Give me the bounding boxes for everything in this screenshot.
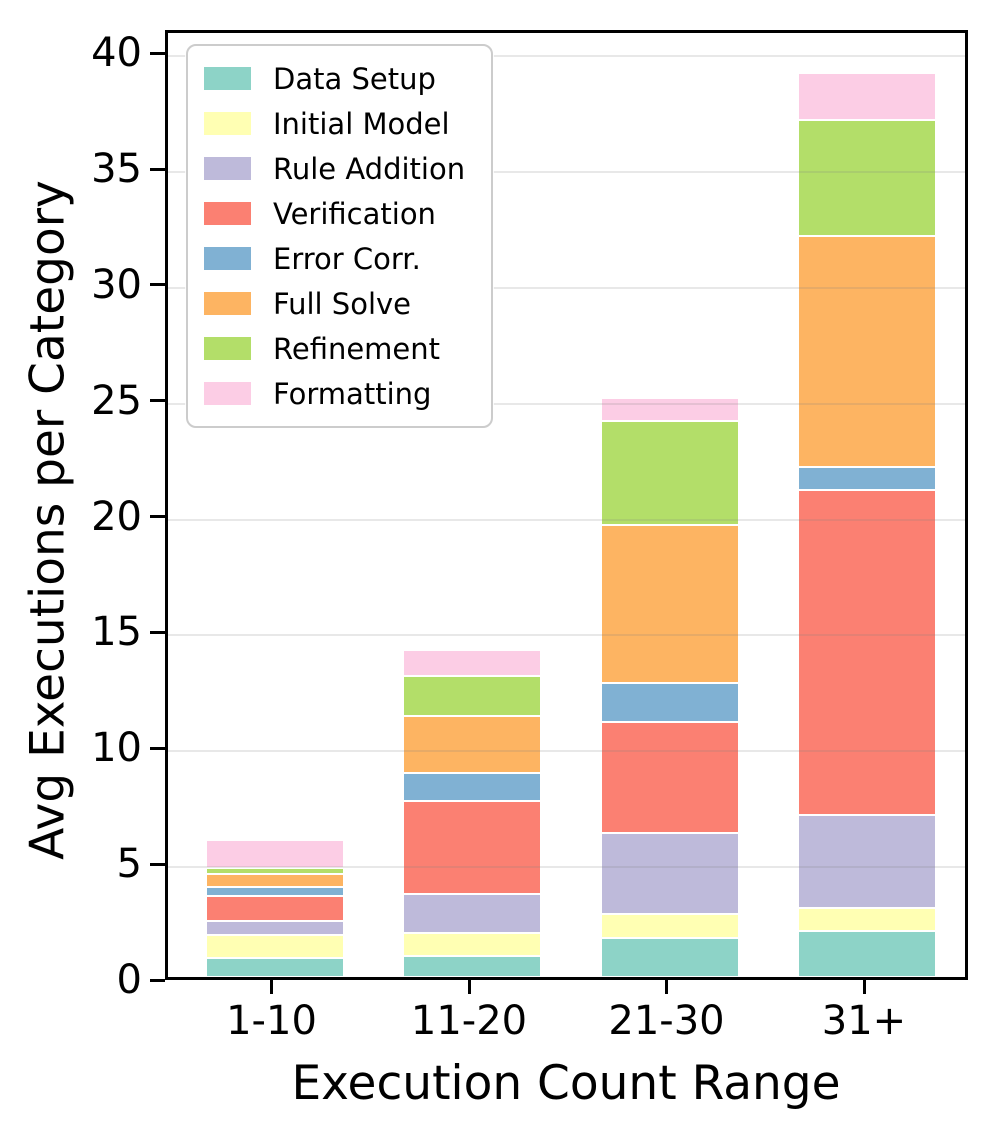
bar-segment-31+-data-setup [798,930,936,977]
bar-segment-21-30-rule-addition [600,833,739,915]
bar-segment-1-10-formatting [205,840,344,869]
legend-entry-verification: Verification [204,196,465,231]
legend-entry-initial-model: Initial Model [204,106,465,141]
y-tick-label-25: 25 [91,377,142,424]
bar-segment-1-10-verification [205,895,344,922]
bar-segment-11-20-rule-addition [403,893,541,933]
bar-segment-1-10-data-setup [205,958,344,977]
bar-segment-31+-formatting [798,73,936,120]
bar-segment-21-30-data-setup [600,937,739,977]
legend: Data Setup Initial Model Rule Addition Veri… [186,44,494,428]
legend-label: Full Solve [273,286,412,321]
bar-segment-31+-error-corr- [798,467,936,491]
bar-segment-11-20-refinement [403,675,541,717]
legend-swatch-icon [204,202,251,225]
legend-label: Initial Model [273,106,450,141]
x-tick-label-1-10: 1-10 [226,998,317,1044]
gridline-5 [168,866,965,869]
bar-segment-31+-verification [798,490,936,815]
legend-entry-error-corr-: Error Corr. [204,241,465,276]
bar-segment-11-20-data-setup [403,956,541,977]
bar-segment-1-10-full-solve [205,873,344,887]
y-tick-mark-10 [150,746,165,750]
legend-swatch-icon [204,292,251,315]
bar-segment-21-30-initial-model [600,914,739,938]
legend-swatch-icon [204,67,251,90]
x-axis-label: Execution Count Range [291,1056,841,1111]
gridline-35 [168,171,965,174]
legend-entry-data-setup: Data Setup [204,61,465,96]
plot-area: Data Setup Initial Model Rule Addition Veri… [165,30,968,980]
y-tick-label-40: 40 [91,30,142,77]
legend-swatch-icon [204,157,251,180]
legend-label: Data Setup [273,61,436,96]
y-tick-label-20: 20 [91,493,142,540]
legend-entry-formatting: Formatting [204,376,465,411]
legend-entry-rule-addition: Rule Addition [204,151,466,186]
bar-segment-31+-initial-model [798,907,936,931]
legend-label: Error Corr. [273,241,421,276]
bar-segment-1-10-refinement [205,868,344,874]
y-tick-mark-30 [150,283,165,287]
x-tick-mark-1-10 [270,980,273,994]
x-tick-label-21-30: 21-30 [608,998,725,1044]
x-tick-label-31+: 31+ [821,998,907,1044]
bar-segment-11-20-verification [403,800,541,894]
y-tick-label-30: 30 [91,261,142,308]
legend-swatch-icon [204,112,251,135]
legend-swatch-icon [204,382,251,405]
legend-label: Verification [273,196,436,231]
legend-entry-full-solve: Full Solve [204,286,465,321]
bar-segment-21-30-verification [600,722,739,834]
legend-label: Refinement [273,331,441,366]
y-tick-label-0: 0 [116,957,142,1003]
y-tick-mark-40 [150,51,165,55]
bar-segment-21-30-refinement [600,420,739,526]
x-tick-mark-11-20 [467,980,471,994]
y-axis-label: Avg Executions per Category [20,180,76,860]
x-tick-mark-21-30 [665,980,668,994]
legend-entry-refinement: Refinement [204,331,465,366]
legend-label: Formatting [273,376,432,411]
bar-segment-11-20-formatting [403,650,541,676]
bar-segment-21-30-error-corr- [600,682,739,723]
bar-segment-11-20-error-corr- [403,773,541,801]
bar-segment-11-20-initial-model [403,933,541,957]
legend-label: Rule Addition [273,151,466,186]
y-tick-label-35: 35 [91,146,142,193]
y-tick-mark-5 [150,862,165,866]
x-tick-mark-31+ [862,980,866,994]
y-tick-label-5: 5 [116,841,142,888]
bar-segment-21-30-full-solve [600,525,739,683]
gridline-20 [168,518,965,521]
bar-segment-21-30-formatting [600,397,739,421]
bar-segment-11-20-full-solve [403,716,541,774]
bar-segment-1-10-error-corr- [205,886,344,896]
y-tick-mark-20 [150,515,165,519]
y-tick-mark-15 [150,630,165,634]
y-tick-label-10: 10 [91,725,142,772]
y-tick-label-15: 15 [91,609,142,656]
y-tick-mark-0 [150,978,165,982]
bar-segment-31+-refinement [798,119,936,236]
bar-segment-1-10-initial-model [205,935,344,959]
gridline-40 [168,55,965,58]
gridline-15 [168,634,965,637]
gridline-10 [168,750,965,753]
y-tick-mark-35 [150,167,165,171]
bar-segment-1-10-rule-addition [205,921,344,936]
bar-segment-31+-full-solve [798,235,936,468]
legend-swatch-icon [204,247,251,270]
gridline-30 [168,286,965,289]
bar-segment-31+-rule-addition [798,814,936,908]
legend-swatch-icon [204,337,251,360]
y-tick-mark-25 [150,399,165,403]
x-tick-label-11-20: 11-20 [410,998,528,1044]
gridline-25 [168,402,965,405]
